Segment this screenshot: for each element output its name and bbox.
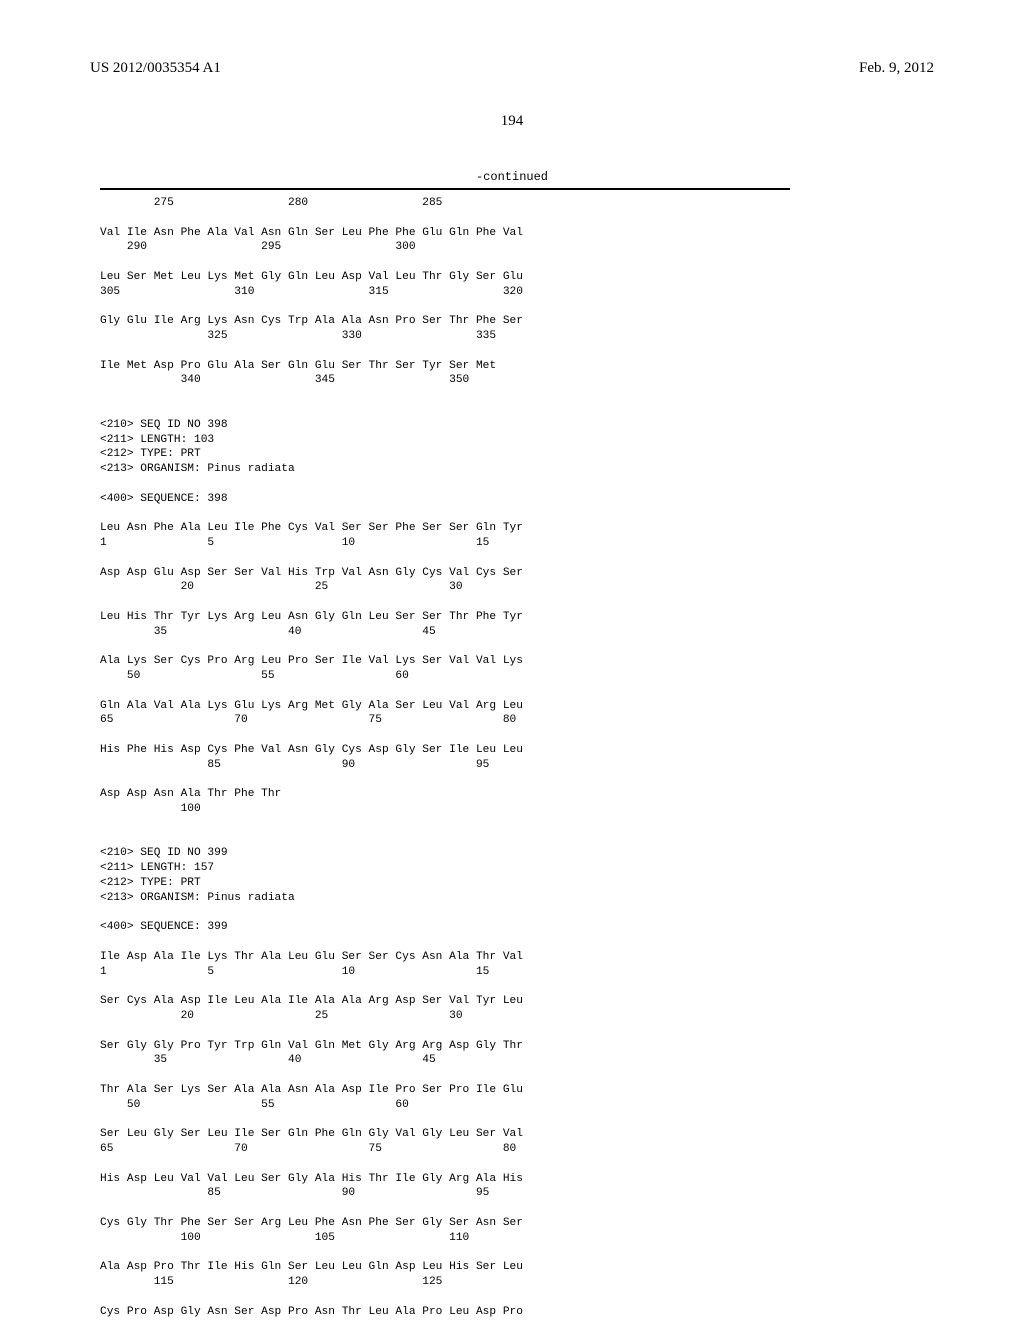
seq-line: Val Ile Asn Phe Ala Val Asn Gln Ser Leu … xyxy=(100,227,523,239)
publication-number: US 2012/0035354 A1 xyxy=(90,60,221,77)
seq-line: 290 295 300 xyxy=(100,241,416,253)
seq-line: <210> SEQ ID NO 399 xyxy=(100,847,228,859)
sequence-listing: 275 280 285 Val Ile Asn Phe Ala Val Asn … xyxy=(100,196,934,1319)
seq-line: Ser Leu Gly Ser Leu Ile Ser Gln Phe Gln … xyxy=(100,1128,523,1140)
seq-line: <212> TYPE: PRT xyxy=(100,448,201,460)
seq-line: <211> LENGTH: 103 xyxy=(100,434,214,446)
publication-date: Feb. 9, 2012 xyxy=(859,60,934,77)
patent-page: US 2012/0035354 A1 Feb. 9, 2012 194 -con… xyxy=(0,0,1024,1320)
seq-line: His Phe His Asp Cys Phe Val Asn Gly Cys … xyxy=(100,744,523,756)
seq-line: 100 xyxy=(100,803,201,815)
seq-line: 85 90 95 xyxy=(100,759,489,771)
seq-line: Ser Cys Ala Asp Ile Leu Ala Ile Ala Ala … xyxy=(100,995,523,1007)
seq-line: Asp Asp Asn Ala Thr Phe Thr xyxy=(100,788,281,800)
seq-line: Ile Asp Ala Ile Lys Thr Ala Leu Glu Ser … xyxy=(100,951,523,963)
seq-line: Ala Lys Ser Cys Pro Arg Leu Pro Ser Ile … xyxy=(100,655,523,667)
seq-line: 65 70 75 80 xyxy=(100,714,516,726)
seq-line: 100 105 110 xyxy=(100,1232,469,1244)
seq-line: Thr Ala Ser Lys Ser Ala Ala Asn Ala Asp … xyxy=(100,1084,523,1096)
seq-line: <212> TYPE: PRT xyxy=(100,877,201,889)
seq-line: <211> LENGTH: 157 xyxy=(100,862,214,874)
seq-line: 35 40 45 xyxy=(100,1054,436,1066)
seq-line: 35 40 45 xyxy=(100,626,436,638)
page-header: US 2012/0035354 A1 Feb. 9, 2012 xyxy=(90,60,934,77)
seq-line: Gln Ala Val Ala Lys Glu Lys Arg Met Gly … xyxy=(100,700,523,712)
seq-line: 1 5 10 15 xyxy=(100,966,489,978)
seq-line: 1 5 10 15 xyxy=(100,537,489,549)
seq-line: His Asp Leu Val Val Leu Ser Gly Ala His … xyxy=(100,1173,523,1185)
seq-line: 50 55 60 xyxy=(100,670,409,682)
seq-line: <213> ORGANISM: Pinus radiata xyxy=(100,892,295,904)
seq-line: 305 310 315 320 xyxy=(100,286,523,298)
seq-line: Ser Gly Gly Pro Tyr Trp Gln Val Gln Met … xyxy=(100,1040,523,1052)
page-number: 194 xyxy=(90,113,934,130)
seq-line: <213> ORGANISM: Pinus radiata xyxy=(100,463,295,475)
seq-line: 65 70 75 80 xyxy=(100,1143,516,1155)
seq-line: 20 25 30 xyxy=(100,1010,463,1022)
divider-line xyxy=(100,188,790,190)
seq-line: <210> SEQ ID NO 398 xyxy=(100,419,228,431)
seq-line: Leu His Thr Tyr Lys Arg Leu Asn Gly Gln … xyxy=(100,611,523,623)
seq-line: 340 345 350 xyxy=(100,374,469,386)
seq-line: 275 280 285 xyxy=(100,197,442,209)
seq-line: <400> SEQUENCE: 398 xyxy=(100,493,228,505)
seq-line: Ala Asp Pro Thr Ile His Gln Ser Leu Leu … xyxy=(100,1261,523,1273)
seq-line: 325 330 335 xyxy=(100,330,496,342)
seq-line: Cys Pro Asp Gly Asn Ser Asp Pro Asn Thr … xyxy=(100,1306,523,1318)
seq-line: Leu Asn Phe Ala Leu Ile Phe Cys Val Ser … xyxy=(100,522,523,534)
seq-line: 20 25 30 xyxy=(100,581,463,593)
seq-line: 50 55 60 xyxy=(100,1099,409,1111)
seq-line: 115 120 125 xyxy=(100,1276,442,1288)
seq-line: <400> SEQUENCE: 399 xyxy=(100,921,228,933)
seq-line: Ile Met Asp Pro Glu Ala Ser Gln Glu Ser … xyxy=(100,360,496,372)
continued-label: -continued xyxy=(90,170,934,184)
seq-line: Gly Glu Ile Arg Lys Asn Cys Trp Ala Ala … xyxy=(100,315,523,327)
seq-line: Cys Gly Thr Phe Ser Ser Arg Leu Phe Asn … xyxy=(100,1217,523,1229)
seq-line: Asp Asp Glu Asp Ser Ser Val His Trp Val … xyxy=(100,567,523,579)
seq-line: Leu Ser Met Leu Lys Met Gly Gln Leu Asp … xyxy=(100,271,523,283)
seq-line: 85 90 95 xyxy=(100,1187,489,1199)
